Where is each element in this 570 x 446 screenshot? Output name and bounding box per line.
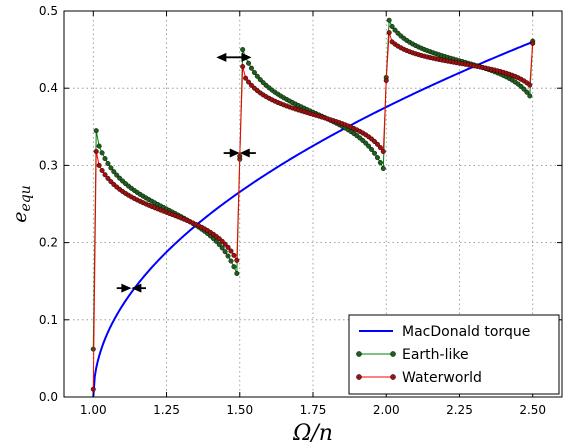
legend-marker-earth-like (356, 351, 362, 357)
series-point-earth-like (219, 245, 225, 251)
series-point-earth-like (231, 264, 237, 270)
series-point-earth-like (102, 156, 108, 162)
series-point-earth-like (386, 17, 392, 23)
series-point-earth-like (93, 128, 99, 134)
annotation-arrowhead (131, 283, 142, 293)
series-line-macdonald-torque (92, 40, 534, 397)
y-axis-label: eequ (9, 185, 34, 223)
series-point-waterworld (374, 141, 380, 147)
series-point-earth-like (380, 165, 386, 171)
x-tick-label: 1.00 (80, 403, 107, 417)
series-point-earth-like (114, 172, 120, 178)
series-point-earth-like (254, 73, 260, 79)
series-point-earth-like (377, 160, 383, 166)
legend-marker-waterworld (390, 374, 396, 380)
legend-items: MacDonald torque Earth-like Waterworld (356, 324, 530, 386)
series-point-waterworld (93, 148, 99, 154)
series-point-earth-like (225, 253, 231, 259)
x-tick-label: 2.00 (373, 403, 400, 417)
series-point-earth-like (389, 23, 395, 29)
series-layer (90, 17, 536, 397)
legend-marker-earth-like (390, 351, 396, 357)
y-axis-label-subscript: equ (18, 185, 34, 211)
series-point-earth-like (222, 249, 228, 255)
x-axis-label: Ω/n (292, 421, 333, 446)
legend-marker-waterworld (356, 374, 362, 380)
series-point-waterworld (222, 241, 228, 247)
y-tick-label: 0.3 (39, 158, 58, 172)
series-point-waterworld (234, 257, 240, 263)
series-point-earth-like (96, 143, 102, 149)
series-point-earth-like (246, 60, 252, 66)
annotation-arrowhead (216, 52, 227, 62)
series-point-earth-like (257, 77, 263, 83)
series-point-waterworld (228, 248, 234, 254)
series-point-earth-like (369, 146, 375, 152)
series-point-earth-like (248, 65, 254, 71)
series-point-earth-like (240, 47, 246, 53)
series-point-waterworld (90, 386, 96, 392)
series-point-waterworld (240, 64, 246, 70)
annotation-arrowhead (241, 52, 252, 62)
series-point-earth-like (108, 165, 114, 171)
series-point-waterworld (380, 148, 386, 154)
y-tick-label: 0.0 (39, 390, 58, 404)
series-point-waterworld (383, 77, 389, 83)
legend-label-waterworld: Waterworld (402, 370, 482, 386)
series-point-waterworld (377, 145, 383, 151)
legend: MacDonald torque Earth-like Waterworld (348, 314, 560, 395)
series-point-earth-like (251, 70, 257, 76)
x-tick-label: 1.50 (226, 403, 253, 417)
y-tick-label: 0.4 (39, 81, 58, 95)
series-point-earth-like (216, 241, 222, 247)
series-point-earth-like (521, 86, 527, 92)
series-point-waterworld (237, 153, 243, 159)
series-point-waterworld (102, 172, 108, 178)
series-point-earth-like (234, 270, 240, 276)
y-tick-label: 0.1 (39, 313, 58, 327)
ticks: 1.00 1.25 1.50 1.75 2.00 2.25 2.50 0.0 0.1 0.2 0.3… (39, 4, 562, 417)
annotation-arrowhead (121, 283, 132, 293)
series-point-earth-like (527, 93, 533, 99)
legend-label-macdonald-torque: MacDonald torque (402, 324, 530, 340)
series-point-waterworld (530, 40, 536, 46)
series-point-earth-like (372, 150, 378, 156)
series-point-waterworld (105, 175, 111, 181)
series-point-earth-like (374, 155, 380, 161)
series-point-waterworld (246, 79, 252, 85)
series-point-earth-like (105, 161, 111, 167)
annotations (116, 52, 256, 293)
series-point-earth-like (366, 143, 372, 149)
series-point-waterworld (527, 82, 533, 88)
x-tick-label: 2.25 (446, 403, 473, 417)
x-tick-label: 1.25 (153, 403, 180, 417)
series-point-earth-like (228, 258, 234, 264)
series-point-earth-like (111, 169, 117, 175)
series-point-earth-like (363, 140, 369, 146)
legend-label-earth-like: Earth-like (402, 347, 469, 363)
series-point-waterworld (99, 167, 105, 173)
y-tick-label: 0.2 (39, 236, 58, 250)
y-tick-label: 0.5 (39, 4, 58, 18)
annotation-arrowhead (239, 148, 250, 158)
series-point-waterworld (225, 244, 231, 250)
series-point-earth-like (392, 27, 398, 33)
series-point-earth-like (524, 89, 530, 95)
series-point-waterworld (386, 30, 392, 36)
series-point-waterworld (243, 75, 249, 81)
x-tick-label: 1.75 (300, 403, 327, 417)
x-tick-label: 2.50 (519, 403, 546, 417)
annotation-arrowhead (229, 148, 240, 158)
series-point-waterworld (231, 252, 237, 258)
series-point-waterworld (96, 162, 102, 168)
series-point-earth-like (99, 150, 105, 156)
